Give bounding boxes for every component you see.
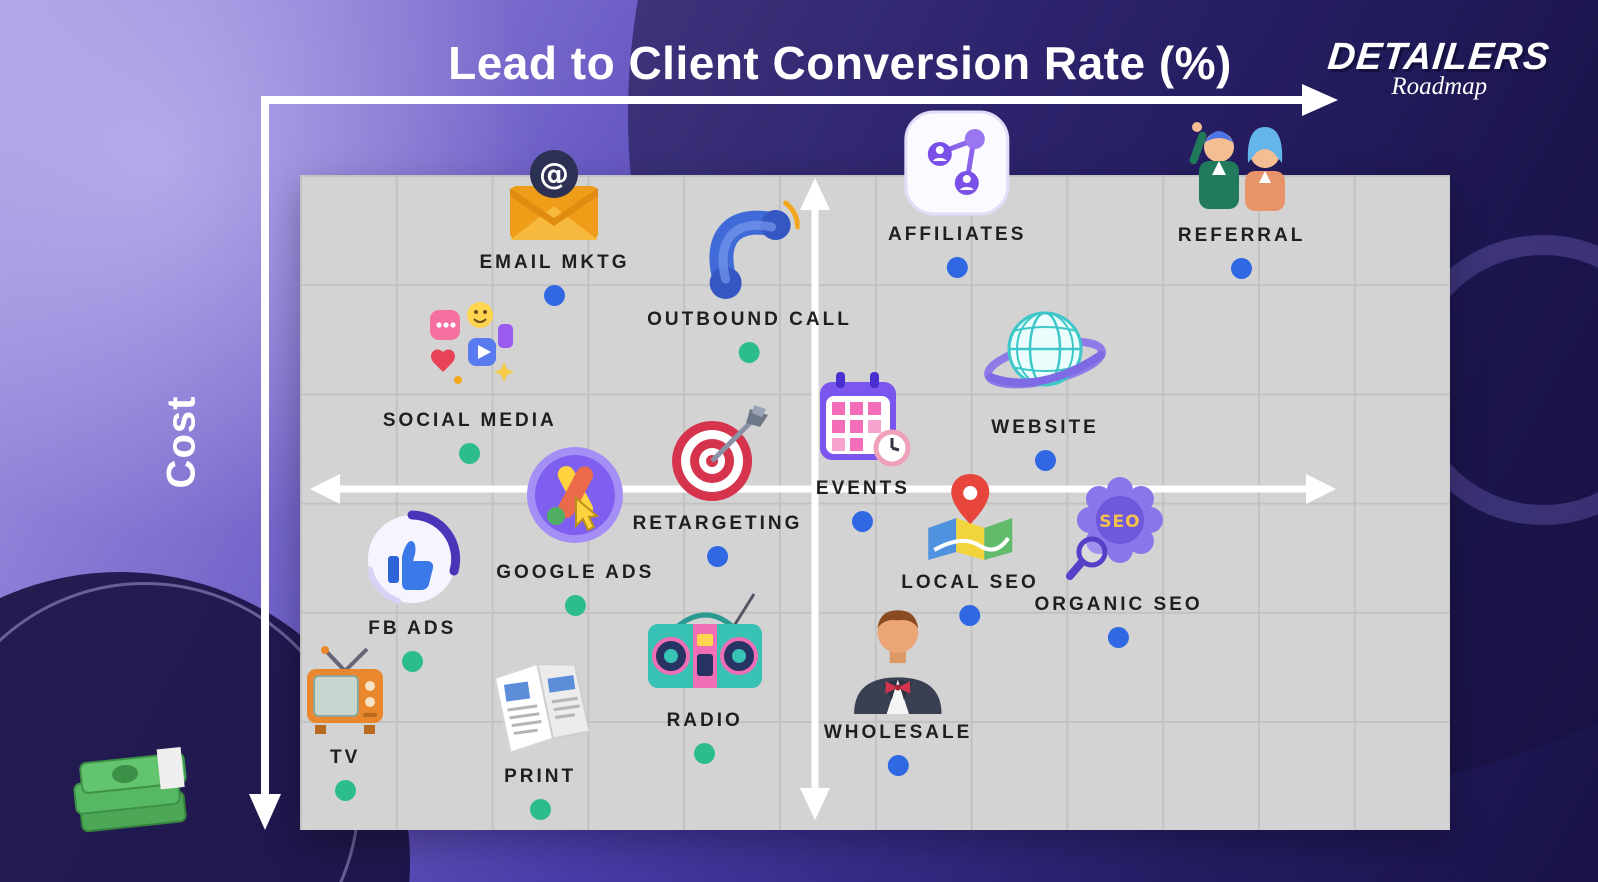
plot-area xyxy=(300,175,1450,830)
money-stack-icon xyxy=(66,732,206,842)
brand-logo: DETAILERS Roadmap xyxy=(1326,36,1553,101)
chart-title: Lead to Client Conversion Rate (%) xyxy=(448,37,1232,89)
brand-logo-primary: DETAILERS xyxy=(1326,36,1553,78)
brand-logo-secondary: Roadmap xyxy=(1391,73,1488,100)
y-axis-label: Cost xyxy=(159,395,204,489)
